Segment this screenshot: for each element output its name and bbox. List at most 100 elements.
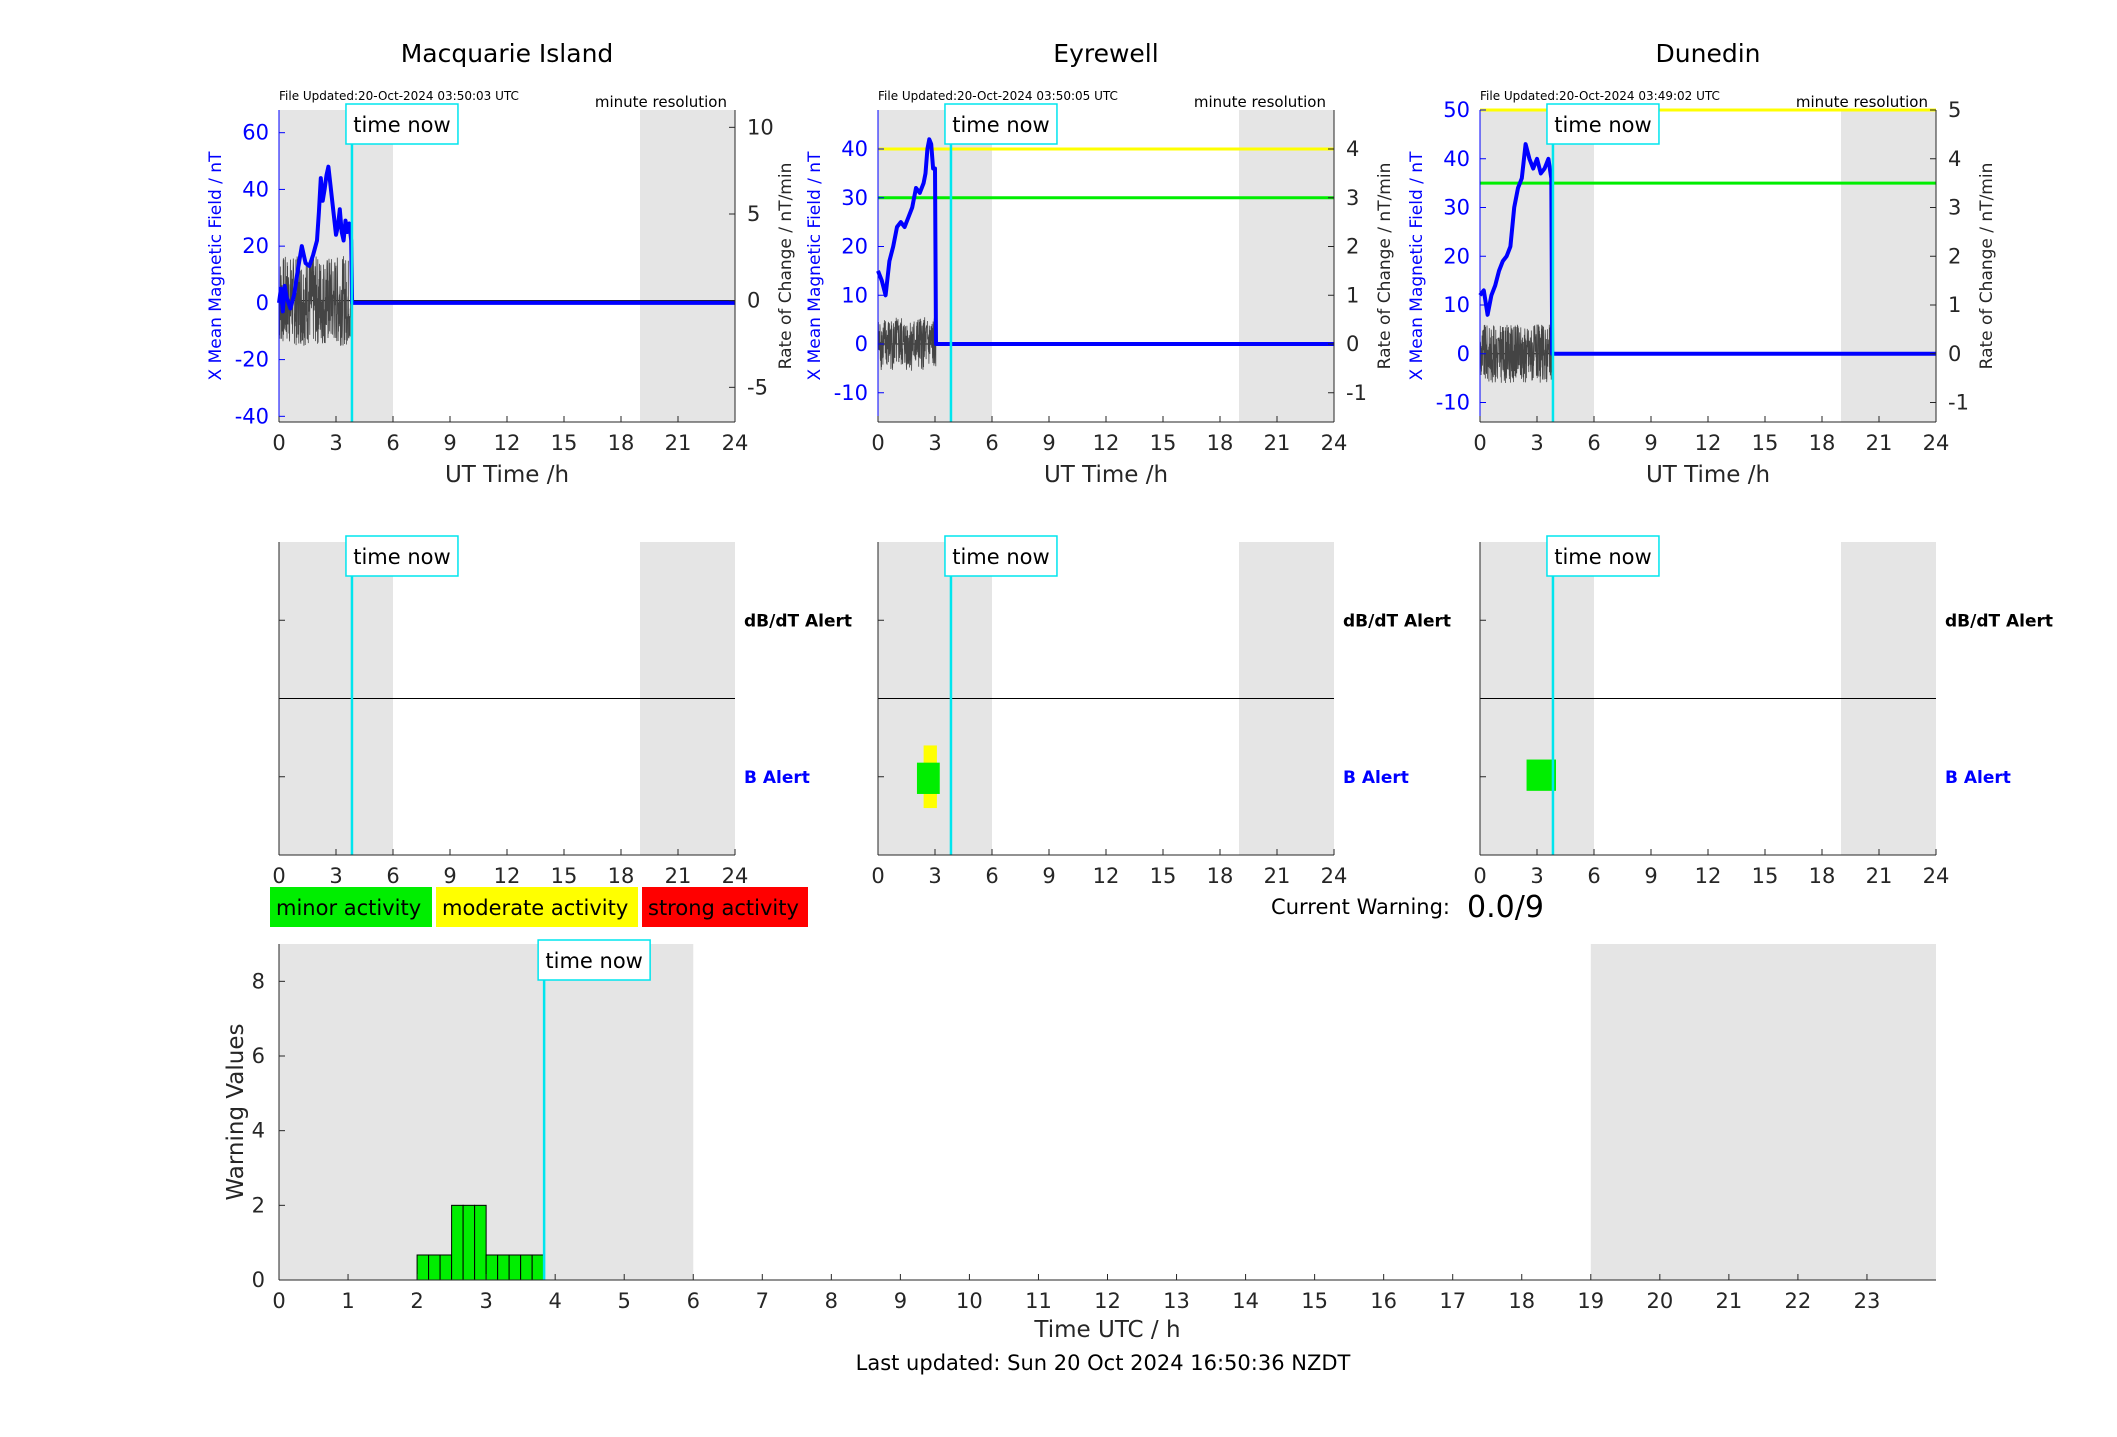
x-axis-tick-label: 24 [722,431,749,455]
alert-x-axis-tick-label: 12 [1093,864,1120,888]
alert-x-axis-tick-label: 21 [1866,864,1893,888]
warning-bar [497,1254,510,1281]
resolution-text: minute resolution [1796,93,1928,111]
time-now-label-box [345,535,459,577]
right-axis-tick-label: 5 [1948,98,1961,122]
x-axis-tick-label: 3 [1530,431,1543,455]
right-axis-tick-label: 3 [1948,196,1961,220]
x-axis-tick-label: 9 [443,431,456,455]
time-now-label: time now [1554,545,1651,569]
left-axis-tick-label: 50 [1443,98,1470,122]
warning-x-axis-tick-label: 2 [410,1289,423,1313]
right-axis-tick-label: 2 [1346,235,1359,259]
dbdt-alert-label: dB/dT Alert [1945,611,2053,631]
resolution-text: minute resolution [595,93,727,111]
alert-x-axis-tick-label: 3 [1530,864,1543,888]
warning-y-axis-label: Warning Values [223,1023,249,1200]
left-axis-tick-label: 0 [256,291,269,315]
x-axis-tick-label: 6 [386,431,399,455]
left-axis-tick-label: -10 [1436,391,1470,415]
time-now-label-box [345,103,459,145]
warning-x-axis-tick-label: 6 [687,1289,700,1313]
time-now-label-box [1546,535,1660,577]
x-axis-tick-label: 21 [1866,431,1893,455]
warning-bar [416,1254,430,1281]
station-title: Eyrewell [1053,39,1158,68]
left-axis-tick-label: 40 [242,177,269,201]
warning-x-axis-tick-label: 11 [1025,1289,1052,1313]
b-alert-label: B Alert [744,768,810,788]
night-shading-band [640,110,735,422]
alert-x-axis-tick-label: 12 [494,864,521,888]
right-axis-tick-label: -1 [1346,381,1367,405]
time-now-label: time now [353,113,450,137]
right-axis-tick-label: 5 [747,202,760,226]
alert-x-axis-tick-label: 12 [1695,864,1722,888]
warning-x-axis-tick-label: 13 [1163,1289,1190,1313]
night-shading-band [1841,110,1936,422]
right-axis-tick-label: 10 [747,115,774,139]
warning-x-axis-tick-label: 15 [1301,1289,1328,1313]
warning-x-axis-tick-label: 23 [1854,1289,1881,1313]
dbdt-alert-label: dB/dT Alert [1343,611,1451,631]
x-axis-tick-label: 15 [1150,431,1177,455]
warning-bar [531,1254,545,1281]
alert-x-axis-tick-label: 24 [722,864,749,888]
right-axis-tick-label: 4 [1948,147,1961,171]
right-axis-tick-label: 0 [1346,332,1359,356]
x-axis-tick-label: 21 [1264,431,1291,455]
warning-x-axis-tick-label: 16 [1370,1289,1397,1313]
warning-bar [428,1254,441,1281]
alert-x-axis-tick-label: 24 [1321,864,1348,888]
warning-bar [508,1254,522,1281]
alert-x-axis-tick-label: 21 [665,864,692,888]
warning-bar [462,1204,476,1281]
magnetic-field-line [277,164,735,314]
alert-x-axis-tick-label: 24 [1923,864,1950,888]
alert-x-axis-tick-label: 0 [871,864,884,888]
alert-x-axis-tick-label: 15 [551,864,578,888]
warning-y-tick-label: 6 [252,1044,265,1068]
x-axis-tick-label: 12 [494,431,521,455]
time-now-label: time now [1554,113,1651,137]
x-axis-label: UT Time /h [1044,462,1168,488]
warning-bar [451,1204,464,1281]
left-axis-tick-label: -40 [235,404,269,428]
right-axis-label: Rate of Change / nT/min [1375,163,1395,370]
x-axis-tick-label: 9 [1644,431,1657,455]
alert-marker [916,762,940,794]
magnetic-field-line [876,137,1334,346]
right-axis-label: Rate of Change / nT/min [1977,163,1997,370]
x-axis-label: UT Time /h [445,462,569,488]
x-axis-tick-label: 18 [1207,431,1234,455]
resolution-text: minute resolution [1194,93,1326,111]
legend-swatch [642,887,808,927]
station-title: Macquarie Island [401,39,614,68]
alert-x-axis-tick-label: 0 [1473,864,1486,888]
left-axis-tick-label: 20 [242,234,269,258]
left-axis-tick-label: 10 [841,283,868,307]
alert-x-axis-tick-label: 9 [1644,864,1657,888]
warning-x-axis-tick-label: 19 [1577,1289,1604,1313]
x-axis-tick-label: 24 [1321,431,1348,455]
time-now-label-box [944,103,1058,145]
left-axis-tick-label: 0 [1457,342,1470,366]
alert-x-axis-tick-label: 18 [1207,864,1234,888]
alert-x-axis-tick-label: 9 [1042,864,1055,888]
legend-label: minor activity [276,896,421,920]
warning-x-axis-tick-label: 17 [1439,1289,1466,1313]
left-axis-tick-label: 60 [242,121,269,145]
alert-x-axis-tick-label: 18 [608,864,635,888]
left-axis-tick-label: 0 [855,332,868,356]
left-axis-tick-label: 40 [1443,147,1470,171]
x-axis-tick-label: 15 [551,431,578,455]
left-axis-tick-label: 30 [1443,196,1470,220]
x-axis-tick-label: 18 [1809,431,1836,455]
legend-swatch [436,887,638,927]
alert-x-axis-tick-label: 6 [1587,864,1600,888]
time-now-label: time now [545,949,642,973]
warning-bar [474,1204,487,1281]
last-updated-text: Last updated: Sun 20 Oct 2024 16:50:36 N… [856,1351,1351,1375]
warning-y-tick-label: 4 [252,1119,265,1143]
warning-x-axis-tick-label: 5 [618,1289,631,1313]
